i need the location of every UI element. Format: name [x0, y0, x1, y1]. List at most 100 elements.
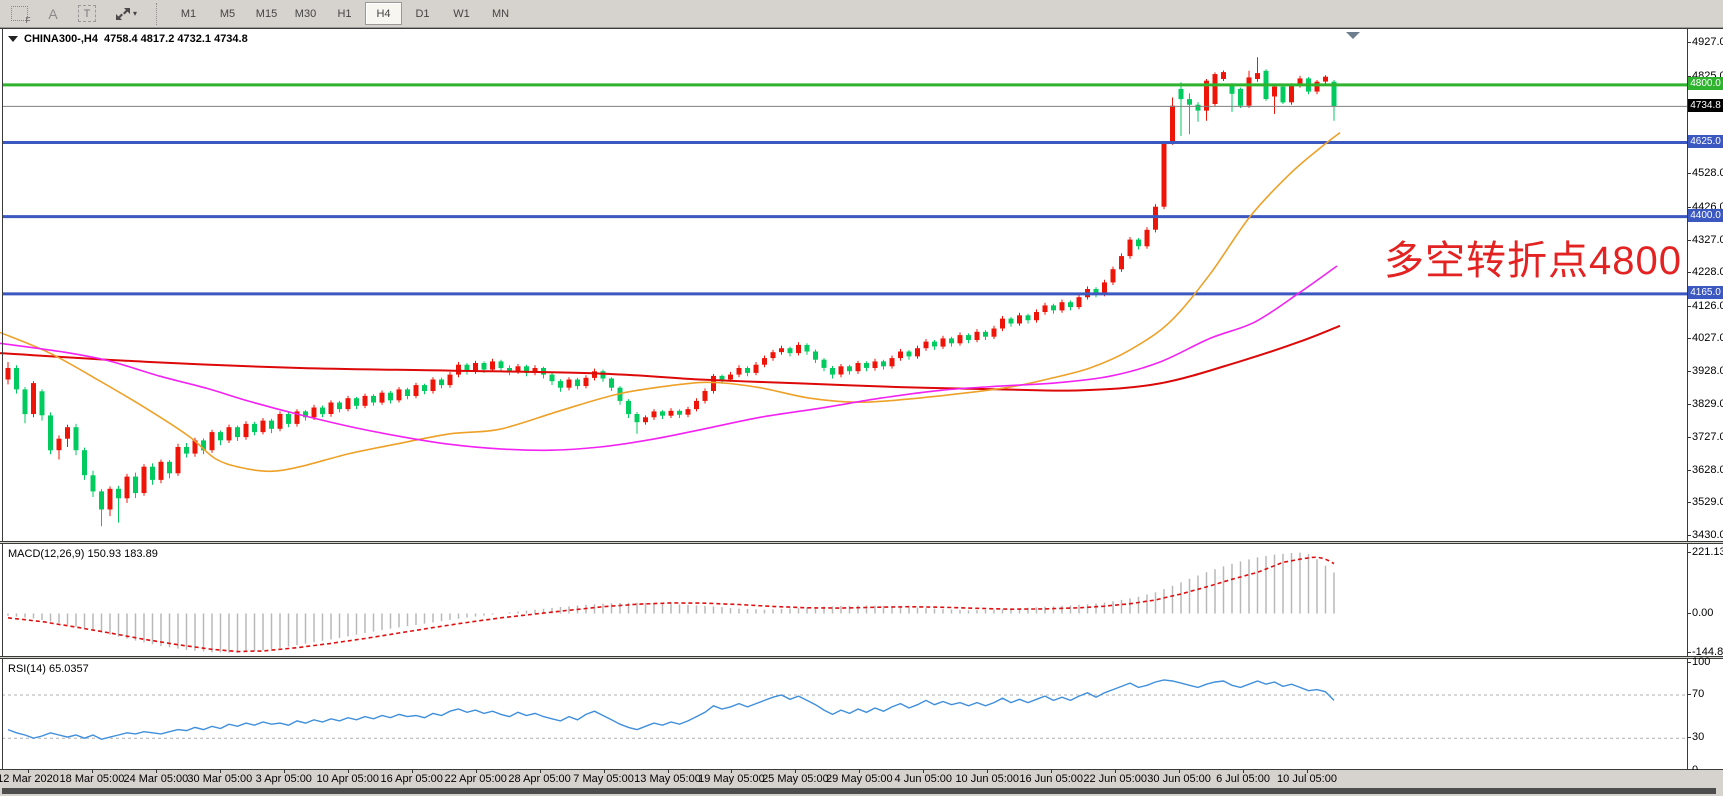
axis-tick [1687, 305, 1691, 307]
time-tick [347, 770, 349, 773]
macd-axis-0.00: 0.00 [1692, 606, 1714, 619]
arrows-icon [115, 7, 130, 20]
scrollbar-thumb[interactable] [2, 788, 1716, 794]
time-tick [91, 770, 93, 773]
chevron-down-icon: ▾ [132, 9, 137, 18]
timeframe-button-mn[interactable]: MN [491, 7, 510, 20]
price-label-4027: 4027.0 [1692, 332, 1723, 345]
timeframe-button-m5[interactable]: M5 [219, 7, 236, 20]
axis-tick [1687, 239, 1691, 241]
chart-left-border [2, 29, 3, 541]
time-tick [475, 770, 477, 773]
horizontal-scrollbar [0, 787, 1723, 796]
rsi-axis-100: 100 [1692, 655, 1711, 668]
rsi-axis-30: 30 [1692, 731, 1705, 744]
time-label: 13 May 05:00 [634, 773, 701, 785]
chart-left-border [2, 544, 3, 656]
axis-tick [1687, 502, 1691, 504]
timeframe-button-m15[interactable]: M15 [255, 7, 278, 20]
chart-left-border [2, 659, 3, 769]
price-label-3727: 3727.0 [1692, 431, 1723, 444]
axis-tick [1687, 612, 1691, 614]
time-tick [667, 770, 669, 773]
axis-tick [1687, 737, 1691, 739]
timeframe-button-w1[interactable]: W1 [453, 7, 470, 20]
time-axis[interactable]: 12 Mar 2020 18 Mar 05:00 24 Mar 05:00 30 Ma… [0, 770, 1723, 787]
timeframe-button-m1[interactable]: M1 [180, 7, 197, 20]
macd-label: MACD(12,26,9) 150.93 183.89 [8, 548, 158, 560]
arrows-tool-icon[interactable]: ▾ [106, 3, 146, 25]
text-label-icon[interactable]: A [48, 5, 58, 22]
rsi-axis-70: 70 [1692, 688, 1705, 700]
timeframe-button-h1[interactable]: H1 [337, 7, 352, 20]
text-box-icon[interactable]: T [72, 3, 102, 25]
timeframe-group: M1 M5 M15 M30 H1 H4 D1 W1 MN [169, 2, 520, 25]
price-label-3829: 3829.0 [1692, 397, 1723, 410]
chart-title: CHINA300-,H4 4758.4 4817.2 4732.1 4734.8 [8, 33, 248, 45]
chart-ohlc-readout: 4758.4 4817.2 4732.1 4734.8 [103, 33, 248, 45]
time-label: 16 Jun 05:00 [1019, 773, 1083, 785]
price-tag-4625.0: 4625.0 [1688, 135, 1723, 149]
axis-tick [1687, 694, 1691, 695]
time-label: 25 May 05:00 [762, 773, 829, 785]
axis-tick [1687, 661, 1691, 663]
time-label: 10 Apr 05:00 [316, 773, 379, 785]
time-tick [28, 770, 29, 773]
time-tick [219, 770, 221, 773]
price-axis-border [1687, 544, 1688, 656]
time-tick [731, 770, 733, 773]
price-axis-border [1687, 29, 1688, 541]
time-tick [1243, 770, 1245, 773]
time-tick [923, 770, 925, 773]
time-label: 10 Jul 05:00 [1277, 773, 1337, 785]
timeframe-button-d1[interactable]: D1 [415, 7, 430, 20]
macd-axis-221.13: 221.13 [1692, 546, 1723, 559]
axis-tick [1687, 651, 1691, 653]
time-label: 6 Jul 05:00 [1216, 773, 1270, 785]
time-tick [603, 770, 605, 773]
axis-tick [1687, 437, 1691, 439]
time-label: 16 Apr 05:00 [380, 773, 443, 785]
time-label: 7 May 05:00 [573, 773, 634, 785]
axis-tick [1687, 338, 1691, 340]
timeframe-button-h4[interactable]: H4 [365, 2, 402, 25]
time-label: 3 Apr 05:00 [255, 773, 312, 785]
time-tick [795, 770, 797, 773]
price-tag-4800.0: 4800.0 [1688, 77, 1723, 91]
crosshair-f-icon[interactable]: F [4, 3, 34, 25]
axis-tick [1687, 552, 1691, 554]
price-label-4528: 4528.0 [1692, 167, 1723, 180]
price-tag-4165.0: 4165.0 [1688, 286, 1723, 300]
macd-panel[interactable]: MACD(12,26,9) 150.93 183.89 [0, 543, 1723, 657]
axis-tick [1687, 534, 1691, 536]
time-label: 30 Jun 05:00 [1147, 773, 1211, 785]
axis-tick [1687, 403, 1691, 405]
rsi-panel[interactable]: RSI(14) 65.0357 [0, 658, 1723, 770]
time-tick [539, 770, 541, 773]
scroll-to-end-marker [1346, 32, 1360, 39]
price-label-3529: 3529.0 [1692, 496, 1723, 509]
main-chart-panel[interactable]: CHINA300-,H4 4758.4 4817.2 4732.1 4734.8 [0, 28, 1723, 542]
time-tick [1115, 770, 1117, 773]
axis-tick [1687, 42, 1691, 44]
time-label: 22 Jun 05:00 [1083, 773, 1147, 785]
chart-annotation-text: 多空转折点4800 [1384, 239, 1682, 283]
price-label-4927: 4927.0 [1692, 36, 1723, 49]
time-tick [987, 770, 989, 773]
chart-symbol: CHINA300-,H4 [24, 33, 98, 45]
axis-tick [1687, 207, 1691, 209]
price-label-4327: 4327.0 [1692, 233, 1723, 246]
time-label: 18 Mar 05:00 [59, 773, 125, 785]
chart-dropdown-icon[interactable] [8, 36, 18, 42]
price-tag-4400.0: 4400.0 [1688, 209, 1723, 223]
macd-axis--144.84: -144.84 [1692, 645, 1723, 658]
timeframe-button-m30[interactable]: M30 [294, 7, 317, 20]
time-label: 24 Mar 05:00 [123, 773, 189, 785]
price-tag-4734.8: 4734.8 [1688, 98, 1723, 112]
time-label: 4 Jun 05:00 [894, 773, 953, 785]
time-tick [1307, 770, 1308, 773]
price-label-3430: 3430.0 [1692, 528, 1723, 541]
time-label: 10 Jun 05:00 [955, 773, 1020, 785]
rsi-axis-0: 0 [1692, 764, 1698, 776]
